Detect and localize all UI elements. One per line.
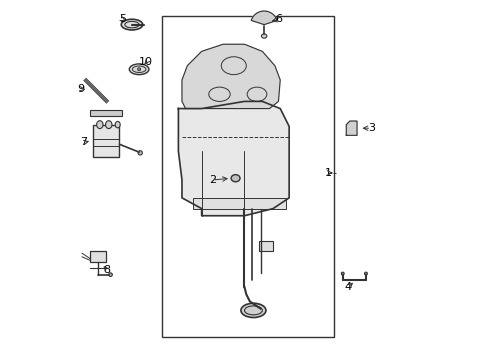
Bar [258,241,272,251]
Text: 3: 3 [367,123,374,133]
Ellipse shape [261,34,266,38]
Text: 2: 2 [208,175,216,185]
Ellipse shape [341,272,344,275]
Ellipse shape [138,151,142,155]
Ellipse shape [105,121,112,129]
Text: 10: 10 [139,57,153,67]
Ellipse shape [364,272,366,275]
Polygon shape [251,11,277,24]
Bar [90,251,106,262]
Bar [93,125,119,157]
Ellipse shape [115,121,120,128]
Text: 4: 4 [344,282,351,292]
Ellipse shape [97,121,103,129]
Text: 6: 6 [274,14,282,24]
Bar [90,111,122,116]
Text: 7: 7 [80,138,87,148]
Polygon shape [182,44,280,109]
Text: 9: 9 [77,84,84,94]
Ellipse shape [241,303,265,318]
Text: 1: 1 [325,168,331,178]
Bar [192,198,285,208]
Bar [162,16,333,337]
Ellipse shape [129,64,149,75]
Text: 5: 5 [119,14,125,24]
Polygon shape [178,102,288,216]
Ellipse shape [121,19,142,30]
Ellipse shape [349,126,352,130]
Polygon shape [346,121,356,135]
Text: 8: 8 [103,265,110,275]
Ellipse shape [138,68,140,71]
Ellipse shape [231,175,240,182]
Ellipse shape [108,273,112,276]
